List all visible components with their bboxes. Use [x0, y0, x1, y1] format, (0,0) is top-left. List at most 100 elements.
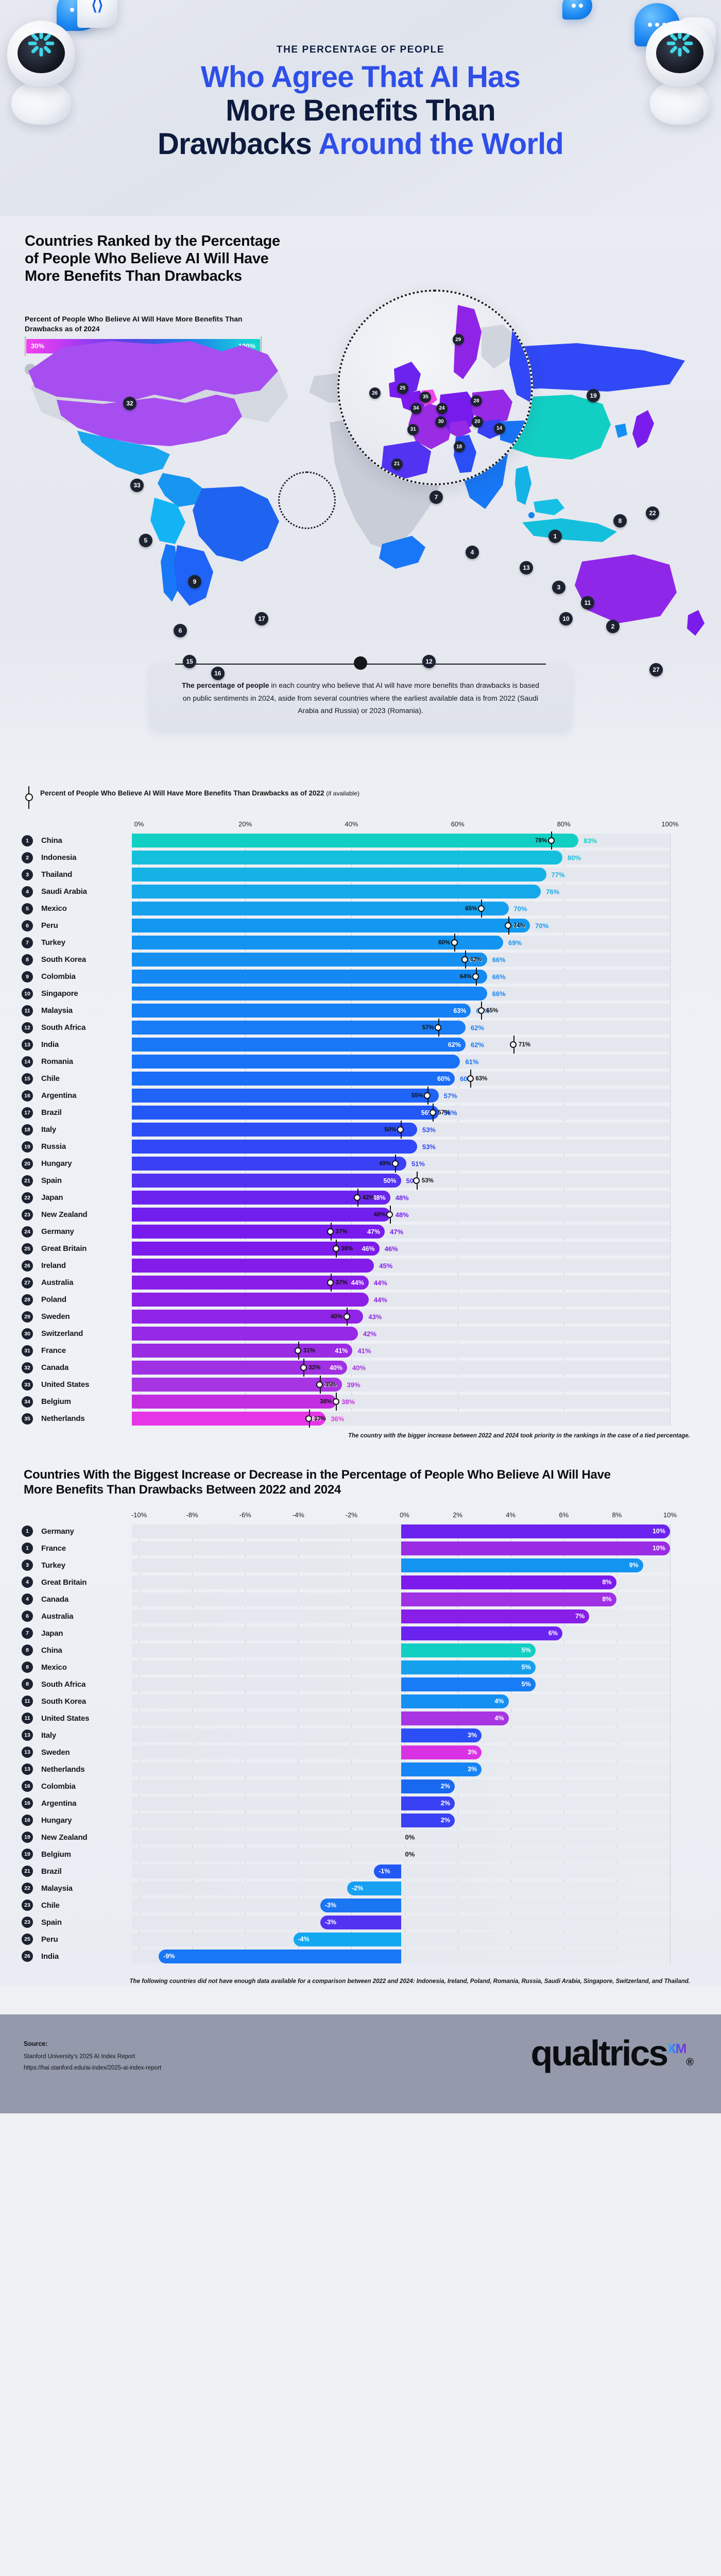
bar-change: 10%	[401, 1524, 670, 1538]
map-pin-30[interactable]: 30	[435, 416, 447, 428]
bar-track: 44% 37% 44%	[132, 1274, 670, 1292]
value-label-2024: 63%	[453, 1007, 467, 1014]
marker-2022: 31%	[295, 1342, 315, 1360]
value-label-2024: 69%	[508, 939, 522, 946]
value-label-2022: 42%	[362, 1194, 374, 1201]
value-label-2022: 48%	[373, 1211, 386, 1218]
map-pin-4[interactable]: 4	[466, 545, 479, 559]
bar-2024	[132, 987, 487, 1001]
bar-change: 3%	[401, 1728, 482, 1742]
code-chip-icon: ⟨⟩	[77, 0, 117, 28]
map-pin-8[interactable]: 8	[613, 514, 627, 528]
value-label: -3%	[324, 1902, 336, 1909]
table-row: 9 Colombia 66% 64%	[10, 968, 698, 986]
map-pin-16[interactable]: 16	[211, 667, 225, 681]
value-label-2024: 50%	[383, 1177, 397, 1184]
bar-2024	[132, 1259, 374, 1273]
map-pin-20[interactable]: 20	[471, 416, 483, 428]
bar-2024	[132, 1208, 390, 1222]
map-pin-28[interactable]: 28	[470, 395, 482, 407]
marker-2022: 55%	[411, 1087, 431, 1105]
robot-avatar	[646, 21, 714, 125]
bar-track: 69% 60%	[132, 934, 670, 952]
table-row: 11 South Korea 4%	[10, 1694, 698, 1708]
value-label-2024: 43%	[368, 1313, 382, 1320]
table-row: 4 Canada 8%	[10, 1592, 698, 1606]
bar-2024	[132, 1021, 466, 1035]
table-row: 26 Ireland 45%	[10, 1259, 698, 1273]
map-pin-32[interactable]: 32	[123, 396, 136, 410]
value-label-2022: 37%	[335, 1228, 348, 1235]
marker-ring-icon	[472, 973, 479, 980]
map-pin-33[interactable]: 33	[130, 479, 144, 493]
marker-2022: 65%	[465, 900, 485, 918]
map-pin-10[interactable]: 10	[559, 612, 573, 625]
bar-track: 3%	[132, 1762, 670, 1776]
map-pin-35[interactable]: 35	[420, 391, 432, 403]
map-pin-31[interactable]: 31	[407, 423, 419, 435]
bar-track: 4%	[132, 1694, 670, 1708]
value-label: 8%	[602, 1579, 612, 1586]
map-pin-34[interactable]: 34	[410, 402, 422, 414]
map-pin-12[interactable]: 12	[422, 655, 436, 669]
map-pin-19[interactable]: 19	[587, 388, 600, 402]
map-pin-7[interactable]: 7	[430, 490, 443, 504]
bar-track: 5%	[132, 1643, 670, 1657]
value-label-2024: 36%	[331, 1415, 345, 1422]
map-pin-17[interactable]: 17	[255, 612, 269, 625]
europe-inset-svg	[382, 305, 531, 480]
map-pin-11[interactable]: 11	[581, 596, 594, 610]
bar-track: 5%	[132, 1660, 670, 1674]
map-pin-27[interactable]: 27	[649, 663, 663, 676]
map-pin-24[interactable]: 24	[436, 402, 448, 414]
bar-track: 62% 57%	[132, 1019, 670, 1037]
bar-2024: 66%	[132, 953, 487, 967]
source-line-2[interactable]: https://hai.stanford.edu/ai-index/2025-a…	[24, 2064, 162, 2071]
bar-2024: 41%	[132, 1344, 353, 1358]
bar-2024: 48%	[132, 1191, 390, 1205]
hero-title-line-3b: Around the World	[318, 127, 564, 161]
map-pin-3[interactable]: 3	[552, 581, 565, 594]
table-row: 21 Spain 50% 53% 50%	[10, 1172, 698, 1190]
value-label: -2%	[352, 1885, 364, 1892]
bar-track: 56% 57% 56%	[132, 1104, 670, 1122]
map-pin-25[interactable]: 25	[397, 382, 408, 394]
axis-tick: 0%	[400, 1511, 409, 1519]
bar-track: 44%	[132, 1293, 670, 1307]
country-label: Germany	[41, 1527, 74, 1536]
map-pin-6[interactable]: 6	[174, 623, 187, 637]
map-pin-1[interactable]: 1	[548, 530, 562, 544]
country-label: Ireland	[41, 1261, 66, 1270]
chart1-plot: 0% 20% 40% 60% 80% 100% 1 China 83% 78% 2 Indonesi…	[10, 820, 698, 1428]
table-row: 18 Italy 53% 50%	[10, 1121, 698, 1139]
marker-ring-icon	[413, 1177, 420, 1184]
bar-2024: 70%	[132, 919, 530, 933]
rank-badge: 8	[22, 1662, 33, 1673]
country-label: Argentina	[41, 1091, 77, 1100]
rank-badge: 11	[22, 1713, 33, 1724]
map-pin-2[interactable]: 2	[606, 620, 620, 633]
map-section: Countries Ranked by the Percentage of Pe…	[0, 216, 721, 773]
map-pin-29[interactable]: 29	[452, 334, 464, 345]
value-label: -9%	[163, 1953, 175, 1960]
country-label: Thailand	[41, 870, 73, 879]
axis-tick: 6%	[559, 1511, 569, 1519]
bar-track: 10%	[132, 1541, 670, 1555]
country-label: Switzerland	[41, 1329, 83, 1338]
country-label: South Korea	[41, 1697, 86, 1706]
country-label: Italy	[41, 1125, 57, 1134]
map-pin-18[interactable]: 18	[453, 441, 465, 453]
map-pin-14[interactable]: 14	[493, 422, 505, 434]
map-pin-5[interactable]: 5	[139, 533, 152, 547]
bar-track: 76%	[132, 885, 670, 899]
table-row: 3 Thailand 77%	[10, 868, 698, 882]
map-pin-22[interactable]: 22	[646, 506, 659, 520]
map-pin-9[interactable]: 9	[188, 574, 201, 588]
map-pin-26[interactable]: 26	[369, 387, 381, 399]
map-pin-13[interactable]: 13	[520, 561, 533, 574]
map-pin-21[interactable]: 21	[391, 458, 403, 470]
rank-badge: 6	[22, 1611, 33, 1622]
map-pin-15[interactable]: 15	[183, 655, 197, 669]
rank-badge: 3	[22, 1560, 33, 1571]
table-row: 22 Japan 48% 42% 48%	[10, 1189, 698, 1207]
